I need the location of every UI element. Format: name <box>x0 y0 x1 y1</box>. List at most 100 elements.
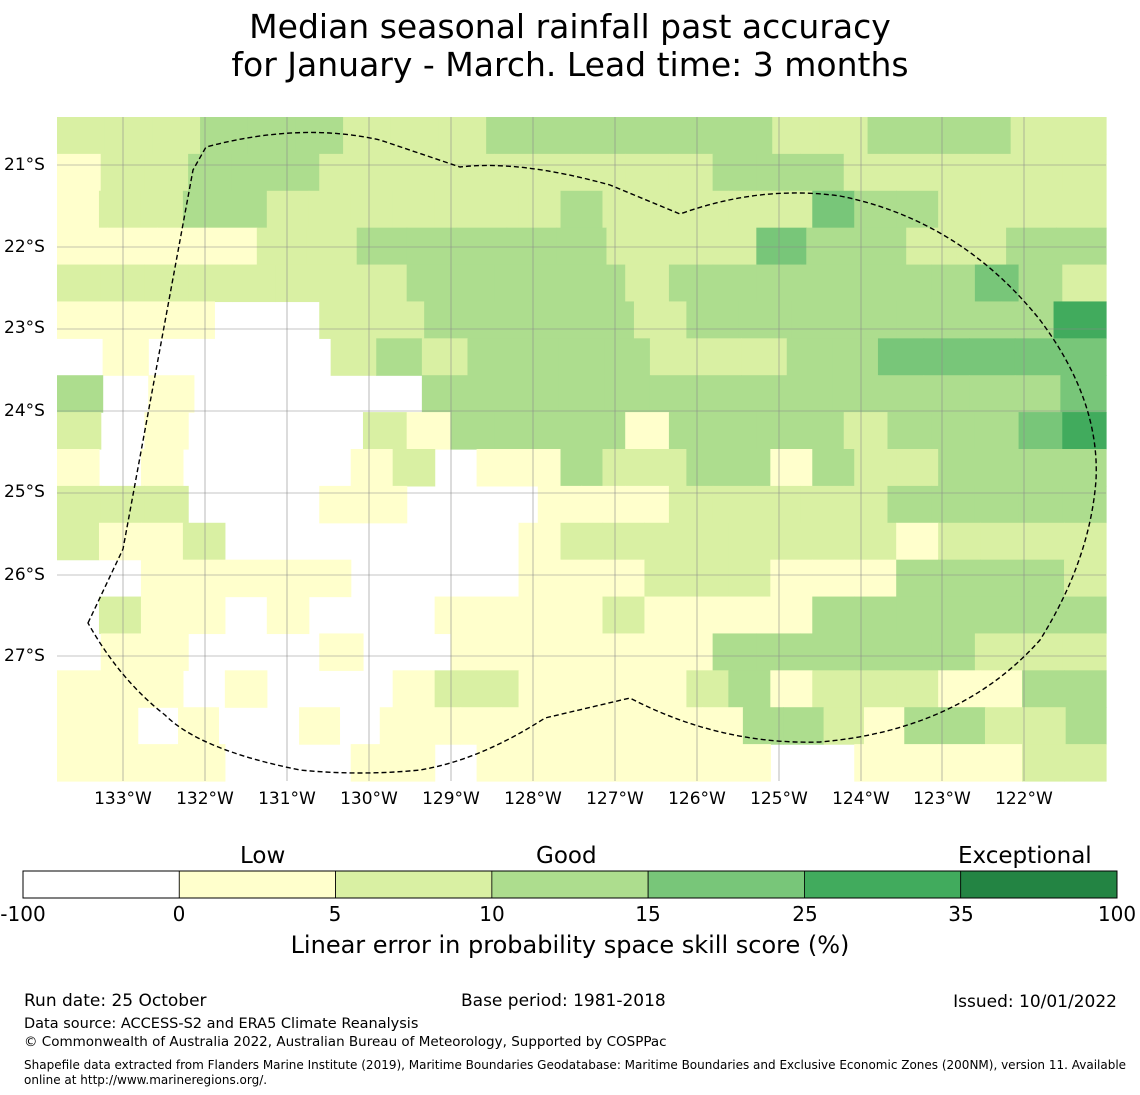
skill-cell <box>1022 744 1065 782</box>
lat-label: 22°S <box>4 237 45 257</box>
skill-cell <box>392 744 436 782</box>
lon-label: 122°W <box>995 789 1053 809</box>
skill-cell <box>529 301 583 339</box>
skill-cell <box>57 117 106 155</box>
skill-cell <box>906 227 957 266</box>
skill-cell <box>392 449 436 487</box>
base-period: Base period: 1981-2018 <box>461 991 666 1011</box>
skill-cell <box>770 522 813 561</box>
skill-cell <box>476 744 520 782</box>
skill-cell <box>421 338 469 376</box>
skill-cell <box>1056 227 1107 266</box>
skill-cell <box>182 522 226 561</box>
skill-cell <box>756 153 801 192</box>
skill-cell <box>668 633 714 671</box>
skill-cell <box>770 449 813 487</box>
skill-cell <box>896 744 939 782</box>
skill-cell <box>602 449 646 487</box>
skill-cell <box>931 264 976 303</box>
skill-cell <box>931 633 976 671</box>
skill-cell <box>102 338 149 376</box>
skill-cell <box>1022 559 1065 598</box>
skill-grid <box>57 117 1107 782</box>
skill-cell <box>513 375 560 413</box>
colorbar-segment <box>491 870 649 899</box>
skill-cell <box>896 301 950 339</box>
skill-cell <box>854 744 897 782</box>
skill-cell <box>319 485 364 524</box>
colorbar-tick: 100 <box>1097 902 1137 926</box>
skill-cell <box>712 153 757 192</box>
skill-cell <box>1018 412 1063 450</box>
skill-cell <box>541 707 583 745</box>
skill-cell <box>938 559 981 598</box>
skill-cell <box>724 117 773 155</box>
skill-cell <box>581 264 626 303</box>
skill-cell <box>854 449 897 487</box>
skill-cell <box>956 227 1007 266</box>
skill-cell <box>896 670 939 708</box>
skill-cell <box>1062 153 1107 192</box>
skill-cell <box>231 153 277 192</box>
skill-cell <box>494 412 539 450</box>
skill-cell <box>513 338 560 376</box>
skill-cell <box>1064 744 1107 782</box>
lon-label: 130°W <box>340 789 398 809</box>
lat-label: 25°S <box>4 482 45 502</box>
skill-cell <box>621 707 663 745</box>
skill-cell <box>560 190 604 229</box>
skill-cell <box>686 596 729 635</box>
skill-cell <box>1001 301 1055 339</box>
skill-cell <box>984 707 1026 745</box>
skill-cell <box>224 670 268 708</box>
skill-cell <box>537 153 583 192</box>
skill-cell <box>712 412 757 450</box>
skill-cell <box>1062 412 1107 450</box>
skill-cell <box>938 190 981 229</box>
skill-cell <box>356 227 408 266</box>
title-line-2: for January - March. Lead time: 3 months <box>231 45 909 84</box>
skill-cell <box>800 264 845 303</box>
skill-cell <box>931 412 976 450</box>
skill-cell <box>224 559 268 598</box>
skill-cell <box>144 264 189 303</box>
skill-cell <box>633 301 687 339</box>
skill-cell <box>823 707 865 745</box>
skill-cell <box>581 412 626 450</box>
skill-cell <box>518 190 562 229</box>
skill-cell <box>843 633 889 671</box>
skill-cell <box>537 485 583 524</box>
skill-cell <box>319 153 364 192</box>
skill-cell <box>974 633 1020 671</box>
skill-cell <box>728 596 771 635</box>
skill-cell <box>57 744 100 782</box>
skill-cell <box>1062 485 1107 524</box>
skill-cell <box>362 412 408 450</box>
skill-cell <box>602 522 646 561</box>
skill-cell <box>109 301 163 339</box>
skill-cell <box>57 707 98 745</box>
skill-cell <box>887 485 932 524</box>
skill-cell <box>256 227 308 266</box>
skill-cell <box>756 227 807 266</box>
skill-cell <box>854 670 897 708</box>
skill-cell <box>140 190 184 229</box>
skill-cell <box>625 485 670 524</box>
skill-cell <box>560 596 604 635</box>
skill-cell <box>974 153 1020 192</box>
skill-cell <box>500 707 542 745</box>
skill-cell <box>1053 301 1107 339</box>
skill-cell <box>266 190 310 229</box>
skill-cell <box>266 559 310 598</box>
skill-cell <box>494 633 539 671</box>
skill-cell <box>104 117 153 155</box>
skill-cell <box>812 596 855 635</box>
skill-cell <box>843 301 897 339</box>
legend-category-good: Good <box>536 843 597 869</box>
skill-cell <box>938 744 981 782</box>
skill-cell <box>200 117 249 155</box>
skill-cell <box>231 264 277 303</box>
skill-cell <box>299 707 341 745</box>
skill-cell <box>371 301 425 339</box>
skill-cell <box>1022 449 1065 487</box>
